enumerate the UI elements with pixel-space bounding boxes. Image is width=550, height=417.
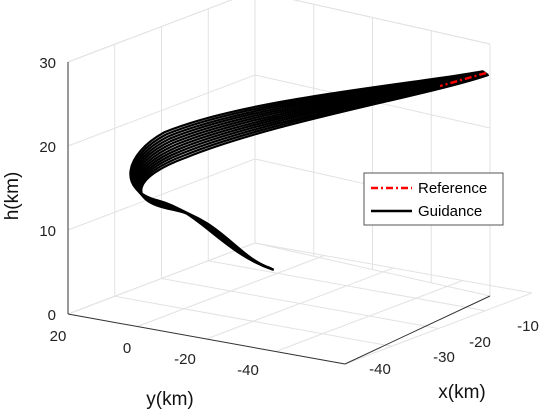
x-axis-label: x(km) (438, 382, 485, 403)
y-axis-line (67, 313, 346, 365)
x-tick-label: -10 (517, 318, 539, 335)
grid-line (254, 242, 533, 294)
legend-reference-label: Reference (418, 180, 487, 197)
legend: Reference Guidance (363, 172, 504, 226)
grid-line (275, 280, 463, 352)
grid-line (292, 0, 491, 45)
legend-box (363, 172, 504, 226)
guidance-trajectory-line (140, 73, 490, 270)
z-tick-label: 10 (39, 223, 56, 240)
grid-floor (67, 242, 533, 365)
y-tick-label: -20 (174, 351, 196, 368)
z-tick-label: 20 (39, 139, 56, 156)
z-axis-label: h(km) (2, 172, 23, 221)
x-tick-label: -20 (469, 334, 491, 351)
y-tick-label: 20 (50, 328, 67, 345)
guidance-series (129, 70, 490, 271)
x-tick-label: -40 (369, 361, 391, 378)
y-tick-label: -40 (237, 362, 259, 379)
z-tick-labels: 0 10 20 30 (39, 55, 56, 324)
grid-line (67, 0, 233, 63)
y-tick-labels: 20 0 -20 -40 (50, 328, 259, 379)
y-axis-label: y(km) (146, 389, 193, 410)
legend-guidance-label: Guidance (418, 203, 482, 220)
grid-line (208, 260, 486, 312)
y-tick-label: 0 (123, 340, 131, 357)
grid-back-wall (254, 0, 491, 297)
z-tick-label: 30 (39, 55, 56, 72)
x-tick-label: -30 (433, 349, 455, 366)
x-tick-labels: -40 -30 -20 -10 (369, 318, 539, 378)
grid-line (344, 292, 533, 365)
z-tick-label: 0 (48, 307, 56, 324)
x-axis-line (344, 295, 491, 365)
grid-line (206, 267, 394, 340)
